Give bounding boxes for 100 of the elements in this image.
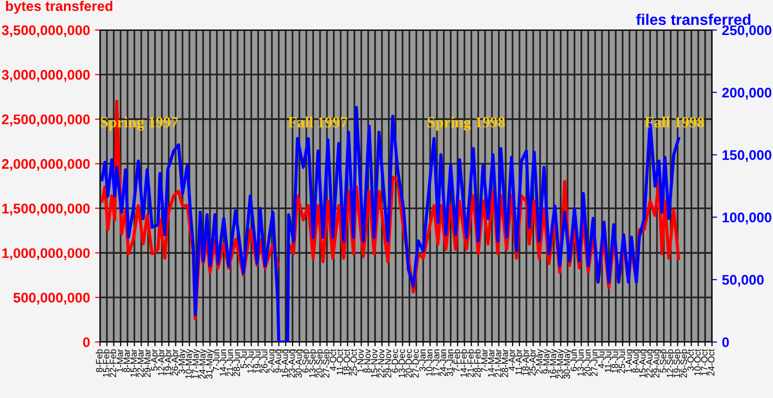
x-tick-label: 11-Apr — [516, 349, 524, 375]
x-tick-label: 24-Jan — [440, 350, 446, 376]
x-tick-label: 15-Mar — [130, 349, 137, 377]
x-tick-label: 16-Aug — [282, 350, 290, 378]
x-tick-label: 19-Apr — [164, 349, 173, 376]
x-tick-label: 15-Feb — [102, 349, 110, 377]
x-tick-label: 26-Sep — [680, 349, 689, 378]
y-axis-title: bytes transfered — [6, 0, 112, 14]
x-tick-label: 26-Jul — [260, 350, 268, 374]
x-tick-label: 22-Nov — [378, 348, 384, 378]
y-tick-label: 2,500,000,000 — [2, 114, 90, 126]
x-tick-label: 24-Oct — [708, 349, 714, 376]
x-tick-label: 29-Mar — [144, 349, 151, 378]
x-tick-label: 8-Nov — [364, 348, 371, 373]
x-tick-label: 20-Jun — [584, 350, 591, 376]
x-tick-label: 3-Oct — [687, 349, 694, 371]
x-tick-label: 17-Jan — [433, 350, 440, 376]
x-tick-label: 21-Jun — [226, 350, 234, 376]
x-tick-label: 9-May — [542, 348, 552, 374]
x-tick-label: 17-May — [192, 348, 200, 378]
x-tick-label: 22-Mar — [137, 349, 144, 378]
x-tick-label: 27-Jun — [591, 350, 598, 376]
x-tick-label: 29-Nov — [384, 348, 392, 378]
x-tick-label: 4-Jul — [598, 350, 604, 368]
y2-tick-label: 0 — [722, 337, 729, 348]
x-tick-label: 27-Dec — [412, 349, 419, 378]
x-tick-label: 8-Mar — [124, 349, 130, 372]
y2-tick-label: 150,000 — [722, 150, 772, 162]
x-tick-label: 12-Sep — [666, 349, 675, 378]
x-tick-label: 29-Aug — [653, 350, 662, 378]
x-tick-label: 5-Apr — [151, 349, 160, 371]
x-tick-label: 11-Oct — [336, 349, 344, 375]
x-tick-label: 19-Sep — [674, 349, 682, 378]
x-tick-label: 14-Feb — [460, 349, 467, 377]
x-tick-label: 7-Feb — [453, 349, 460, 372]
x-tick-label: 20-Dec — [405, 349, 412, 378]
x-tick-label: 7-Jun — [213, 350, 220, 372]
y2-tick-label: 250,000 — [722, 25, 772, 38]
x-tick-label: 13-Dec — [398, 349, 405, 378]
x-tick-label: 1-Nov — [357, 348, 364, 372]
x-tick-label: 28-Feb — [474, 349, 481, 378]
x-tick-label: 24-May — [199, 348, 208, 379]
x-tick-label: 22-Feb — [110, 349, 116, 378]
x-tick-label: 18-Oct — [344, 349, 350, 376]
x-tick-label: 28-Jun — [234, 350, 240, 376]
y-tick-label: 2,000,000,000 — [2, 159, 90, 171]
y2-tick-label: 200,000 — [722, 88, 772, 100]
x-tick-label: 13-Jun — [577, 350, 584, 376]
x-tick-label: 21-Mar — [494, 349, 502, 378]
x-tick-label: 22-Aug — [646, 350, 654, 378]
x-tick-label: 31-May — [206, 348, 214, 379]
x-tick-label: 4-Oct — [330, 349, 336, 371]
x-tick-label: 1-Aug — [626, 350, 634, 372]
x-tick-label: 25-Apr — [529, 349, 538, 376]
x-tick-label: 30-Aug — [295, 350, 304, 378]
x-tick-label: 9-Aug — [274, 350, 283, 373]
x-tick-label: 1-Mar — [116, 349, 124, 372]
x-tick-label: 4-Apr — [508, 349, 517, 371]
x-tick-label: 31-Jan — [446, 350, 454, 376]
x-tick-label: 18-Jul — [612, 350, 618, 373]
x-tick-label: 13-Sep — [309, 349, 318, 378]
x-tick-label: 12-Jul — [247, 350, 254, 373]
y2-tick-label: 100,000 — [722, 212, 772, 224]
x-tick-label: 23-Aug — [288, 350, 297, 378]
x-tick-label: 16-May — [550, 348, 558, 378]
x-tick-label: 30-May — [564, 348, 572, 379]
x-tick-label: 10-Oct — [694, 349, 701, 376]
x-tick-label: 2-May — [536, 348, 544, 374]
x-tick-label: 10-Jan — [426, 350, 432, 376]
x-tick-label: 21-Feb — [467, 349, 474, 378]
x-tick-label: 25-Oct — [350, 349, 357, 376]
x-tick-label: 7-Mar — [481, 349, 488, 372]
x-tick-label: 23-May — [556, 348, 565, 379]
x-tick-label: 18-Apr — [522, 349, 531, 376]
x-tick-label: 25-Jul — [618, 350, 626, 374]
y-tick-label: 3,000,000,000 — [2, 70, 90, 82]
x-tick-label: 12-Apr — [158, 349, 166, 376]
x-tick-label: 27-Sep — [322, 349, 332, 378]
x-tick-label: 17-Oct — [701, 349, 708, 376]
y-tick-label: 0 — [83, 337, 90, 348]
x-tick-label: 5-Jul — [240, 350, 247, 368]
x-tick-label: 15-Nov — [371, 348, 378, 378]
y-tick-label: 500,000,000 — [13, 292, 90, 305]
x-tick-label: 3-Jan — [419, 350, 426, 372]
x-tick-label: 8-Aug — [632, 350, 641, 373]
x-tick-label: 15-Aug — [639, 350, 648, 378]
y2-axis-title: files transferred — [636, 14, 750, 25]
x-tick-label: 5-Sep — [660, 349, 668, 373]
x-tick-label: 14-Jun — [220, 350, 226, 376]
x-tick-label: 10-May — [185, 348, 194, 378]
y-tick-label: 3,500,000,000 — [2, 25, 90, 38]
x-tick-label: 28-Mar — [502, 349, 508, 378]
x-tick-label: 8-Feb — [96, 349, 102, 372]
y2-tick-label: 50,000 — [722, 274, 764, 287]
x-tick-label: 26-Apr — [172, 349, 180, 376]
x-tick-label: 6-Dec — [392, 349, 398, 373]
x-tick-label: 11-Jul — [604, 350, 612, 372]
x-tick-label: 20-Sep — [316, 349, 324, 378]
x-tick-label: 14-Mar — [488, 349, 494, 377]
x-tick-label: 6-Jun — [570, 350, 577, 372]
